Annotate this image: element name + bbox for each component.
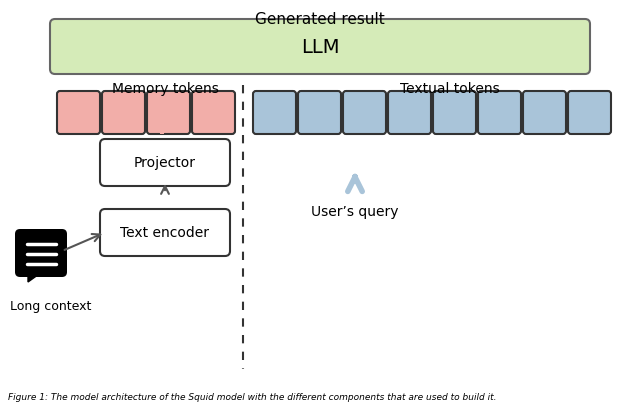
FancyBboxPatch shape	[388, 92, 431, 135]
FancyBboxPatch shape	[192, 92, 235, 135]
FancyBboxPatch shape	[50, 20, 590, 75]
Text: Generated result: Generated result	[255, 12, 385, 27]
FancyBboxPatch shape	[100, 209, 230, 256]
Text: LLM: LLM	[301, 38, 339, 57]
FancyBboxPatch shape	[298, 92, 341, 135]
FancyBboxPatch shape	[478, 92, 521, 135]
Text: Text encoder: Text encoder	[120, 226, 209, 240]
Text: Memory tokens: Memory tokens	[111, 82, 218, 96]
Text: Projector: Projector	[134, 156, 196, 170]
Polygon shape	[28, 272, 42, 282]
FancyBboxPatch shape	[568, 92, 611, 135]
Text: Textual tokens: Textual tokens	[400, 82, 500, 96]
FancyBboxPatch shape	[433, 92, 476, 135]
FancyBboxPatch shape	[100, 139, 230, 187]
Text: Figure 1: The model architecture of the Squid model with the different component: Figure 1: The model architecture of the …	[8, 392, 497, 401]
FancyBboxPatch shape	[102, 92, 145, 135]
FancyBboxPatch shape	[343, 92, 386, 135]
FancyBboxPatch shape	[57, 92, 100, 135]
FancyBboxPatch shape	[147, 92, 190, 135]
Text: User’s query: User’s query	[311, 204, 399, 218]
FancyBboxPatch shape	[523, 92, 566, 135]
FancyBboxPatch shape	[15, 229, 67, 277]
Text: Long context: Long context	[10, 299, 92, 312]
FancyBboxPatch shape	[253, 92, 296, 135]
